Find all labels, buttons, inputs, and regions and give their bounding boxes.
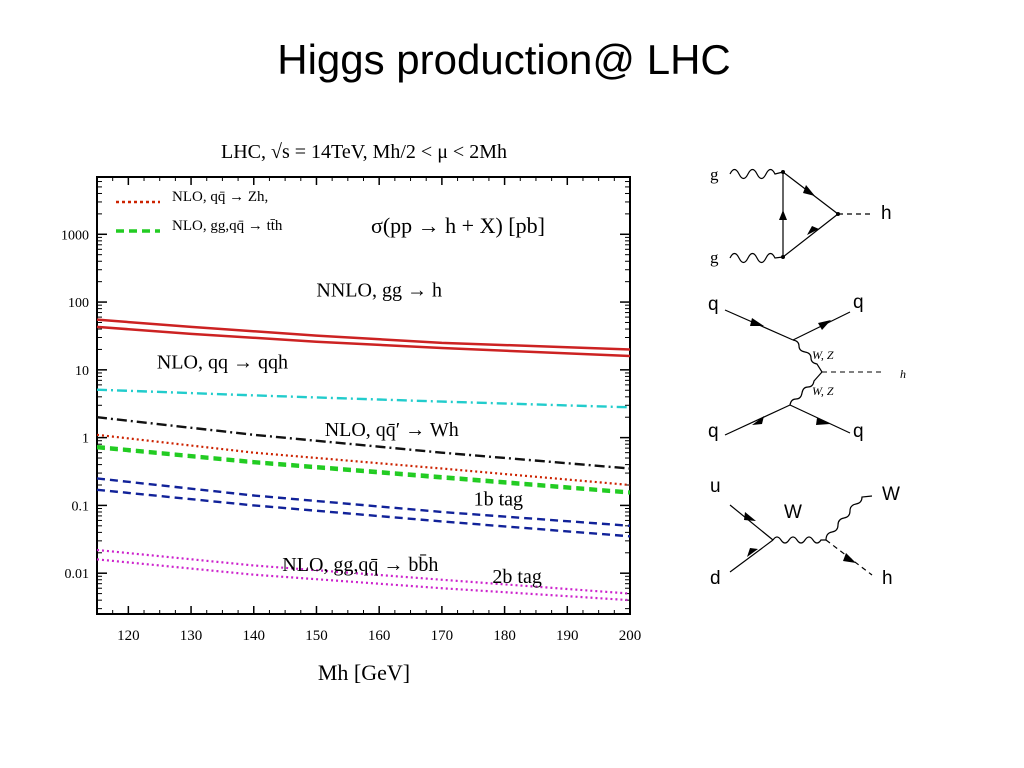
y-tick-label: 100 <box>68 296 89 311</box>
loop-arrow-top <box>803 185 815 196</box>
series-line-8 <box>96 488 631 538</box>
quark-u <box>729 504 774 541</box>
axis-ticks: 120 130 140 150 160 170 180 190 200 0.01 0.1 1 10 100… <box>61 177 641 644</box>
vertex-3 <box>836 212 840 216</box>
annotation-1: NLO, qq → qqh <box>157 351 288 373</box>
legend-label-zh: NLO, qq̄ → Zh, <box>172 189 268 205</box>
label-q-br: q <box>853 421 864 442</box>
loop-arrow-left <box>779 210 787 220</box>
quark-out-bottom <box>789 404 851 434</box>
arrow-d <box>747 548 758 557</box>
x-tick-label: 180 <box>493 628 516 644</box>
w-outgoing <box>825 495 873 541</box>
gluon-fusion-diagram: g g h <box>710 165 892 267</box>
arrow-h <box>843 553 856 563</box>
series-layer <box>96 318 631 602</box>
chart-subtitle: σ(pp → h + X) [pb] <box>371 213 545 238</box>
x-tick-label: 120 <box>117 628 140 644</box>
wh-diagram: u d W W h <box>710 476 900 589</box>
series-line-0 <box>96 318 631 351</box>
arrow-in-bottom <box>752 416 764 425</box>
series-line-9 <box>96 548 631 595</box>
label-d: d <box>710 568 721 589</box>
x-tick-label: 140 <box>243 628 266 644</box>
x-tick-label: 200 <box>619 628 642 644</box>
label-u: u <box>710 476 721 497</box>
label-g-bottom: g <box>710 248 719 267</box>
label-wz-bottom: W, Z <box>812 384 834 398</box>
x-axis-label: Mh [GeV] <box>318 660 410 685</box>
boson-line-bottom <box>789 371 823 406</box>
arrow-out-top <box>818 320 831 330</box>
y-tick-label: 1000 <box>61 228 89 243</box>
boson-line-top <box>792 339 823 373</box>
quark-in-bottom <box>724 404 791 436</box>
vertex-2 <box>781 255 785 259</box>
x-tick-label: 150 <box>305 628 328 644</box>
label-h-3: h <box>882 568 893 589</box>
x-tick-label: 190 <box>556 628 579 644</box>
label-q-bl: q <box>708 421 719 442</box>
slide-title: Higgs production@ LHC <box>277 36 731 83</box>
arrow-in-top <box>750 318 764 326</box>
label-g-top: g <box>710 165 719 184</box>
arrow-out-bottom <box>816 418 830 425</box>
vbf-diagram: q q W, Z W, Z h q q <box>708 292 906 442</box>
y-tick-label: 10 <box>75 364 89 379</box>
label-w-mid: W <box>784 502 802 523</box>
x-tick-label: 130 <box>180 628 203 644</box>
quark-loop-bottom <box>782 213 839 258</box>
y-tick-label: 1 <box>82 432 89 447</box>
label-q-tl: q <box>708 294 719 315</box>
x-tick-label: 160 <box>368 628 391 644</box>
chart-legend: NLO, qq̄ → Zh, NLO, gg,qq̄ → tt̄h <box>116 189 283 234</box>
annotation-layer: NNLO, gg → h NLO, qq → qqh NLO, qq̄′ → Wh 1… <box>157 280 542 588</box>
y-tick-label: 0.01 <box>65 567 90 582</box>
arrow-u <box>744 512 756 521</box>
series-line-6 <box>96 446 631 495</box>
gluon-line-top <box>729 168 784 180</box>
series-line-4 <box>96 433 631 487</box>
annotation-3: 1b tag <box>474 488 523 510</box>
series-line-3 <box>96 416 631 470</box>
series-line-5 <box>96 444 631 493</box>
label-wz-top: W, Z <box>812 348 834 362</box>
series-line-10 <box>96 558 631 602</box>
annotation-5: 2b tag <box>492 566 541 588</box>
chart-title: LHC, √s = 14TeV, Mh/2 < μ < 2Mh <box>221 141 507 163</box>
annotation-4: NLO, gg,qq̄ → bb̄h <box>282 554 438 576</box>
label-h-1: h <box>881 203 892 224</box>
label-h-2: h <box>900 367 906 381</box>
vertex-1 <box>781 170 785 174</box>
loop-arrow-bottom <box>807 226 819 235</box>
label-q-tr: q <box>853 292 864 313</box>
annotation-2: NLO, qq̄′ → Wh <box>325 419 459 441</box>
label-w-out: W <box>882 484 900 505</box>
y-tick-label: 0.1 <box>72 499 90 514</box>
x-tick-label: 170 <box>431 628 454 644</box>
annotation-0: NNLO, gg → h <box>316 280 442 302</box>
w-propagator <box>772 536 826 544</box>
quark-d <box>729 539 774 573</box>
series-line-2 <box>96 388 631 409</box>
series-line-7 <box>96 477 631 528</box>
gluon-line-bottom <box>729 252 784 264</box>
plot-frame <box>96 176 631 615</box>
legend-label-tth: NLO, gg,qq̄ → tt̄h <box>172 218 283 234</box>
series-line-1 <box>96 325 631 358</box>
